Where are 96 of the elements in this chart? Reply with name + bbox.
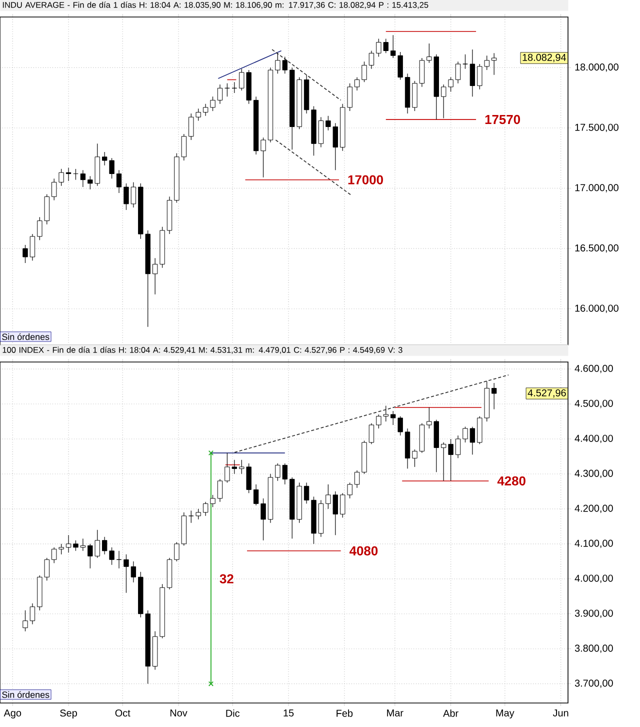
y-tick-label: 3.800,00 — [574, 644, 613, 653]
candlestick — [188, 510, 194, 524]
candlestick — [354, 76, 360, 91]
candlestick — [224, 83, 230, 97]
candlestick — [253, 484, 259, 506]
annotation: 4080 — [350, 546, 378, 556]
y-tick-label: 3.700,00 — [574, 680, 613, 688]
candlestick — [124, 554, 129, 594]
candlestick — [109, 547, 114, 566]
candlestick — [116, 170, 122, 194]
candlestick — [462, 426, 468, 443]
candlestick — [196, 108, 201, 121]
candlestick — [30, 603, 36, 625]
annotation: Sin órdenes — [2, 691, 50, 698]
candlestick — [210, 96, 216, 112]
candlestick — [318, 116, 324, 148]
y-tick-label: 16.500,00 — [575, 244, 618, 253]
candlestick — [491, 382, 497, 410]
candlestick — [419, 58, 425, 88]
candlestick — [130, 182, 136, 208]
candlestick — [130, 561, 136, 583]
x-tick-label: Feb — [336, 710, 353, 717]
candlestick — [232, 82, 238, 94]
candlestick — [66, 534, 72, 553]
candlestick — [217, 478, 223, 502]
x-tick-label: May — [496, 710, 514, 718]
annotation: Sin órdenes — [2, 333, 50, 340]
candlestick — [188, 113, 194, 140]
y-tick-label: 4.400,00 — [574, 434, 613, 444]
candlestick — [58, 544, 64, 555]
candlestick — [260, 137, 266, 178]
x-tick-label: Dic — [226, 710, 240, 717]
y-tick-label: 4.200,00 — [574, 504, 613, 514]
candlestick — [116, 550, 122, 569]
y-tick-label: 4.000,00 — [574, 574, 613, 583]
y-tick-label: 16.000,00 — [575, 304, 618, 313]
candlestick — [304, 482, 310, 504]
candlestick — [455, 61, 461, 84]
candlestick — [73, 168, 78, 180]
candlestick — [455, 435, 461, 458]
candlestick — [22, 610, 28, 632]
annotation: 32 — [220, 574, 234, 584]
annotation: 17570 — [485, 114, 520, 124]
x-tick-label: 15 — [284, 710, 294, 716]
candlestick — [470, 49, 476, 97]
candlestick — [102, 536, 108, 555]
candlestick — [66, 167, 72, 182]
candlestick — [80, 170, 86, 188]
x-tick-label: Nov — [170, 710, 188, 716]
candlestick — [202, 502, 208, 516]
y-tick-label: 17.000,00 — [575, 184, 618, 192]
candlestick — [260, 498, 266, 541]
candlestick — [470, 426, 476, 455]
candlestick — [52, 178, 57, 201]
candlestick — [368, 422, 374, 444]
x-tick-label: Sep — [60, 710, 77, 719]
y-tick-label: 18.000,00 — [575, 64, 618, 72]
candlestick — [30, 234, 36, 261]
candlestick — [196, 508, 201, 520]
candlestick — [368, 50, 374, 70]
candlestick — [383, 405, 388, 422]
annotation: 17000 — [348, 175, 383, 184]
annotation: 4280 — [497, 476, 526, 486]
candlestick — [181, 134, 187, 161]
candlestick — [73, 540, 78, 552]
candlestick — [412, 449, 418, 468]
y-tick-label: 4.600,00 — [574, 364, 613, 374]
annotation: 18.082,94 — [522, 54, 566, 62]
candlestick — [362, 61, 367, 82]
y-tick-label: 3.900,00 — [574, 610, 613, 618]
candlestick — [52, 547, 57, 564]
chart-title: INDU AVERAGE - Fin de día 1 días H: 18:04 A: 18.035,90 M: 18.106,90 m: 17.917,36 C: 18.082,94 P : 15.413,25 — [2, 2, 428, 9]
candlestick — [44, 558, 50, 581]
candlestick — [152, 258, 158, 295]
candlestick — [354, 470, 360, 488]
candlestick — [58, 168, 64, 186]
y-tick-label: 4.300,00 — [574, 470, 613, 478]
x-tick-label: Oct — [115, 710, 130, 717]
candlestick — [174, 542, 180, 562]
x-tick-label: Ago — [4, 710, 22, 718]
x-tick-label: Abr — [443, 710, 458, 717]
x-tick-label: Mar — [387, 710, 404, 716]
candlestick — [376, 414, 382, 429]
y-tick-label: 17.500,00 — [575, 124, 618, 132]
candlestick — [491, 52, 497, 76]
candlestick — [22, 244, 28, 264]
y-tick-label: 4.100,00 — [574, 540, 613, 548]
candlestick — [462, 54, 468, 70]
y-tick-label: 4.500,00 — [574, 400, 613, 408]
candlestick — [217, 84, 223, 104]
candlestick — [124, 183, 129, 210]
chart-title: 100 INDEX - Fin de día 1 días H: 18:04 A: 4.529,41 M: 4.531,31 m: 4.479,01 C: 4.527,96 P : 4.549,69 V: 3 — [2, 346, 402, 354]
x-tick-label: Jun — [552, 710, 568, 716]
candlestick — [202, 104, 208, 116]
candlestick — [210, 494, 216, 508]
annotation: 4.527,96 — [528, 389, 566, 398]
